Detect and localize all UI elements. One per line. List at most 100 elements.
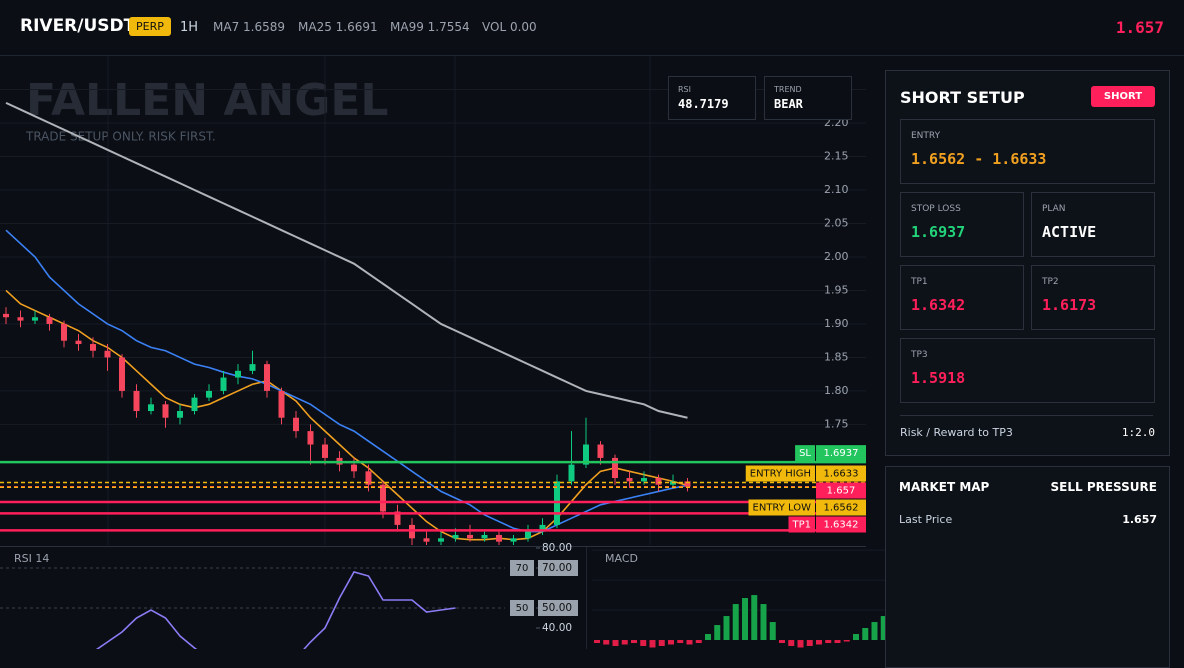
candle-body [467, 534, 473, 539]
candle-body [525, 531, 531, 539]
macd-bar [742, 598, 748, 641]
macd-title: MACD [605, 552, 638, 565]
last-price: 1.657 [1115, 18, 1164, 37]
macd-bar [769, 622, 776, 641]
candle-body [177, 411, 183, 418]
card-label: ENTRY [911, 131, 941, 141]
y-tick-label: 1.90 [824, 317, 849, 330]
stat: MA99 1.7554 [390, 20, 470, 34]
level-value: 1.657 [827, 486, 856, 497]
candle-body [380, 484, 386, 512]
map-title: MARKET MAP [899, 480, 990, 494]
candle-body [655, 478, 662, 485]
macd-bar [806, 640, 813, 647]
stat: MA25 1.6691 [298, 20, 378, 34]
candle-body [264, 364, 270, 391]
candle-body [61, 323, 67, 341]
candle-body [351, 464, 357, 472]
rsi-badge: RSI 48.7179 [668, 76, 756, 120]
short-badge: SHORT [1091, 86, 1155, 107]
candle-body [597, 444, 604, 458]
moving-average [5, 101, 688, 419]
level-label: SL [799, 448, 811, 459]
macd-bar [714, 625, 721, 641]
y-tick-label: 2.10 [824, 183, 849, 196]
candle-body [496, 534, 502, 542]
level-value: 1.6562 [824, 503, 859, 514]
badge-label: TREND [774, 85, 802, 94]
divider [900, 415, 1153, 416]
macd-bar [686, 640, 693, 645]
level-label-box [745, 465, 815, 482]
candle-body [452, 534, 459, 539]
rr-label: Risk / Reward to TP3 [900, 426, 1013, 439]
panel-title: SHORT SETUP [900, 88, 1025, 107]
symbol: RIVER/USDT [20, 16, 136, 36]
card-label: TP1 [911, 277, 928, 287]
card-value: 1.6937 [911, 223, 966, 241]
candle-body [162, 404, 169, 418]
macd-bar [751, 595, 758, 641]
candle-body [278, 390, 285, 418]
y-tick-label: 50.00 [542, 602, 572, 614]
card-value: 1.6342 [911, 296, 966, 314]
level-value-box [816, 465, 866, 482]
macd-bar [612, 640, 619, 647]
moving-average [5, 229, 688, 533]
candle-body [133, 390, 140, 412]
rsi-title: RSI 14 [14, 552, 49, 565]
watermark: FALLEN ANGEL [26, 75, 388, 126]
macd-bar [779, 640, 785, 644]
badge-label: RSI [678, 85, 691, 94]
macd-bar [880, 616, 887, 641]
level-value-box [816, 482, 866, 499]
stat: MA7 1.6589 [213, 20, 285, 34]
level-label-box [788, 516, 815, 533]
candle-body [626, 478, 633, 482]
row-value: 1.657 [1122, 513, 1157, 526]
badge-value: BEAR [774, 97, 803, 111]
tp-card: TP1 1.6342 [900, 265, 1024, 330]
macd-bar [862, 628, 869, 641]
candle-body [220, 377, 227, 391]
subtitle: TRADE SETUP ONLY. RISK FIRST. [25, 130, 216, 144]
macd-bar [816, 640, 822, 645]
candle-body [684, 481, 691, 487]
macd-bar [640, 640, 647, 647]
card-value: 1.6562 - 1.6633 [911, 150, 1047, 168]
rr-value: 1:2.0 [1121, 426, 1155, 439]
interval: 1H [180, 20, 199, 35]
stat: VOL 0.00 [482, 20, 537, 34]
candle-body [423, 538, 430, 542]
y-tick-label: 1.85 [824, 350, 849, 363]
market-map: MARKET MAP SELL PRESSURE Last Price 1.65… [885, 466, 1170, 668]
macd-bar [843, 640, 850, 642]
macd-bar [658, 640, 665, 647]
level-value: 1.6633 [824, 469, 859, 480]
candle-body [583, 444, 589, 465]
macd-bar [668, 640, 674, 645]
card-label: TP3 [911, 350, 928, 360]
candle-body [249, 364, 256, 371]
card-label: PLAN [1042, 204, 1066, 214]
candle-body [46, 317, 53, 324]
level-value-box [816, 499, 866, 516]
level-value: 1.6937 [824, 448, 859, 459]
y-tick-label: 80.00 [542, 542, 572, 554]
y-tick-label: 40.00 [542, 622, 572, 634]
entry-card: ENTRY 1.6562 - 1.6633 [900, 119, 1155, 184]
candle-body [17, 317, 24, 321]
candle-body [438, 538, 444, 542]
y-tick-label: 2.05 [824, 216, 849, 229]
macd-bar [788, 640, 795, 647]
candle-body [481, 534, 488, 539]
plan-card: PLAN ACTIVE [1031, 192, 1155, 257]
level-value-box [816, 445, 866, 462]
candle-body [641, 478, 647, 482]
perp-badge: PERP [129, 17, 171, 36]
tick-box [538, 560, 578, 576]
candle-body [322, 444, 328, 458]
rsi-line [95, 571, 456, 649]
candle-body [206, 390, 212, 398]
candle-body [612, 457, 618, 479]
